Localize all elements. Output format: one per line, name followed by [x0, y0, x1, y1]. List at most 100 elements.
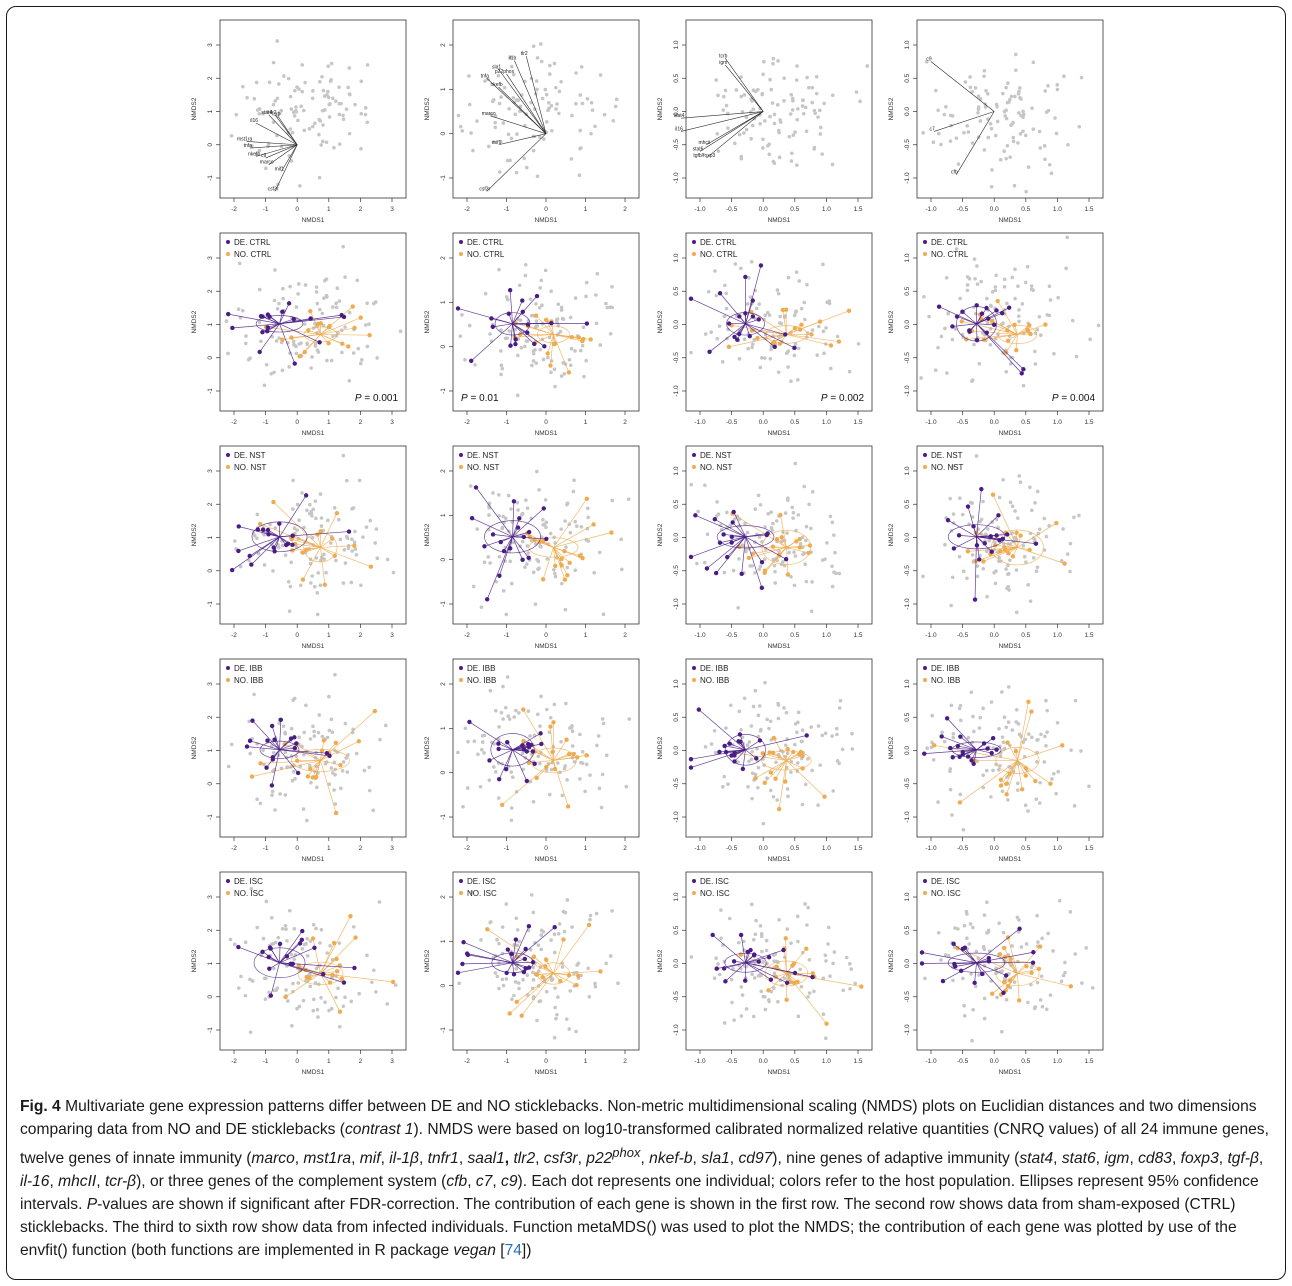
spider-segment: [952, 323, 977, 327]
spider-segment: [553, 334, 570, 373]
individual-point: [1014, 68, 1018, 73]
legend-de-marker: [226, 879, 230, 883]
spider-segment: [285, 973, 321, 998]
individual-point: [605, 305, 610, 310]
individual-point: [1042, 760, 1047, 764]
group-point: [549, 320, 554, 326]
individual-point: [535, 1018, 539, 1023]
spider-segment: [745, 949, 751, 963]
individual-point: [830, 93, 835, 98]
spider-segment: [768, 973, 787, 991]
individual-point: [522, 156, 527, 161]
spider-segment: [553, 547, 580, 557]
individual-point: [772, 563, 777, 568]
spider-segment: [770, 760, 787, 773]
individual-point: [971, 1008, 975, 1012]
individual-point: [559, 739, 563, 744]
individual-point: [594, 321, 599, 326]
x-tick-label: -1.0: [925, 845, 937, 852]
individual-point: [292, 114, 297, 118]
individual-point: [767, 998, 771, 1002]
individual-point: [709, 742, 714, 746]
individual-point: [271, 102, 276, 107]
individual-point: [540, 303, 544, 307]
individual-point: [1024, 560, 1028, 565]
individual-point: [526, 551, 531, 555]
individual-point: [754, 918, 758, 923]
group-point: [1029, 709, 1034, 714]
gene-label: c9: [261, 153, 267, 159]
group-point: [967, 329, 972, 334]
individual-point: [525, 973, 530, 977]
individual-point: [350, 507, 354, 511]
individual-point: [814, 91, 819, 96]
individual-point: [807, 85, 811, 90]
individual-point: [961, 569, 966, 574]
group-point: [541, 506, 546, 511]
individual-point: [973, 276, 977, 281]
spider-segment: [279, 962, 324, 975]
individual-point: [1017, 308, 1021, 312]
individual-point: [308, 737, 313, 741]
individual-point: [786, 275, 791, 280]
individual-point: [312, 734, 317, 738]
reference-link[interactable]: 74: [504, 1242, 522, 1260]
y-axis-label: NMDS2: [191, 736, 198, 759]
x-axis-label: NMDS1: [999, 643, 1022, 650]
group-point: [464, 951, 470, 956]
group-point: [271, 499, 276, 505]
group-point: [337, 1009, 343, 1014]
individual-point: [300, 491, 304, 495]
group-point: [770, 544, 776, 549]
individual-point: [970, 515, 975, 519]
legend-no-marker: [692, 678, 696, 682]
individual-point: [503, 705, 508, 710]
individual-point: [343, 721, 348, 726]
individual-point: [537, 135, 542, 139]
spider-segment: [553, 973, 570, 976]
individual-point: [492, 742, 497, 746]
individual-point: [761, 994, 766, 999]
group-point: [367, 332, 372, 338]
individual-point: [761, 821, 766, 826]
group-point: [688, 757, 694, 762]
group-point: [922, 751, 927, 756]
individual-point: [538, 286, 542, 290]
y-axis-label: NMDS2: [888, 523, 895, 546]
individual-point: [480, 733, 485, 738]
individual-point: [544, 768, 549, 772]
individual-point: [951, 735, 956, 740]
group-point: [979, 486, 984, 492]
individual-point: [722, 774, 727, 779]
individual-point: [740, 993, 745, 997]
individual-point: [539, 694, 543, 699]
individual-point: [715, 500, 719, 504]
group-point: [945, 518, 951, 523]
spider-segment: [512, 531, 530, 538]
spider-segment: [521, 973, 554, 1016]
group-point: [804, 733, 809, 738]
group-point: [277, 941, 283, 947]
individual-point: [992, 570, 996, 575]
spider-segment: [734, 749, 746, 762]
individual-point: [273, 268, 277, 272]
individual-point: [514, 967, 519, 971]
individual-point: [751, 937, 756, 942]
individual-point: [321, 123, 325, 127]
individual-point: [294, 305, 299, 309]
confidence-ellipse: [484, 520, 541, 554]
group-point: [791, 749, 796, 755]
individual-point: [758, 365, 763, 370]
individual-point: [745, 302, 750, 306]
individual-point: [1005, 143, 1010, 148]
group-point: [504, 740, 510, 745]
group-point: [939, 734, 944, 739]
group-point: [756, 959, 761, 964]
group-point: [772, 344, 777, 350]
group-point: [1012, 322, 1017, 327]
individual-point: [1038, 998, 1043, 1002]
individual-point: [316, 982, 321, 986]
individual-point: [270, 793, 274, 798]
y-tick-label: 0: [207, 356, 214, 360]
group-point: [994, 747, 999, 752]
